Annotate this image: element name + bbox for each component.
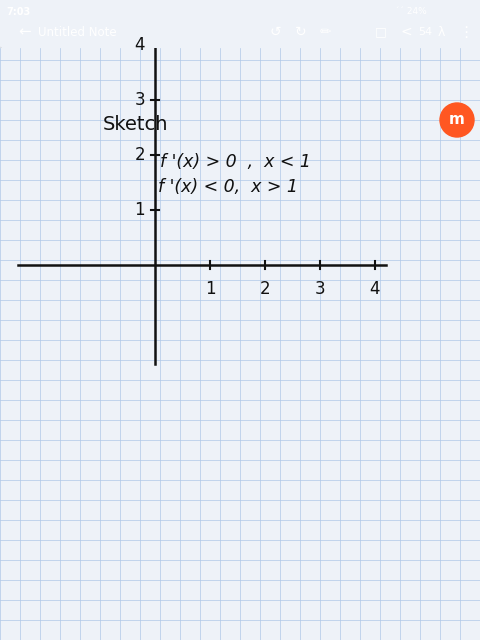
Text: ⋮: ⋮ — [458, 24, 473, 40]
Text: ↺: ↺ — [270, 25, 282, 39]
Text: 54: 54 — [418, 27, 432, 37]
Text: 3: 3 — [134, 91, 145, 109]
Text: ↻: ↻ — [295, 25, 307, 39]
Text: 2: 2 — [134, 146, 145, 164]
Text: ←: ← — [18, 24, 31, 40]
Text: 4: 4 — [370, 280, 380, 298]
Text: Sketch: Sketch — [103, 115, 168, 134]
Text: 7:03: 7:03 — [6, 7, 30, 17]
Text: 4: 4 — [134, 36, 145, 54]
Text: Untitled Note: Untitled Note — [38, 26, 117, 38]
Text: λ: λ — [438, 26, 445, 38]
Text: 1: 1 — [204, 280, 216, 298]
Text: ´´ 24%: ´´ 24% — [395, 8, 427, 17]
Text: ✏: ✏ — [320, 25, 332, 39]
Text: <: < — [400, 25, 412, 39]
Text: 3: 3 — [315, 280, 325, 298]
Text: 2: 2 — [260, 280, 270, 298]
Text: m: m — [449, 113, 465, 127]
Text: 1: 1 — [134, 201, 145, 219]
Circle shape — [440, 103, 474, 137]
Text: □: □ — [375, 26, 387, 38]
Text: f '(x) > 0  ,  x < 1: f '(x) > 0 , x < 1 — [160, 153, 311, 171]
Text: f '(x) < 0,  x > 1: f '(x) < 0, x > 1 — [158, 178, 298, 196]
